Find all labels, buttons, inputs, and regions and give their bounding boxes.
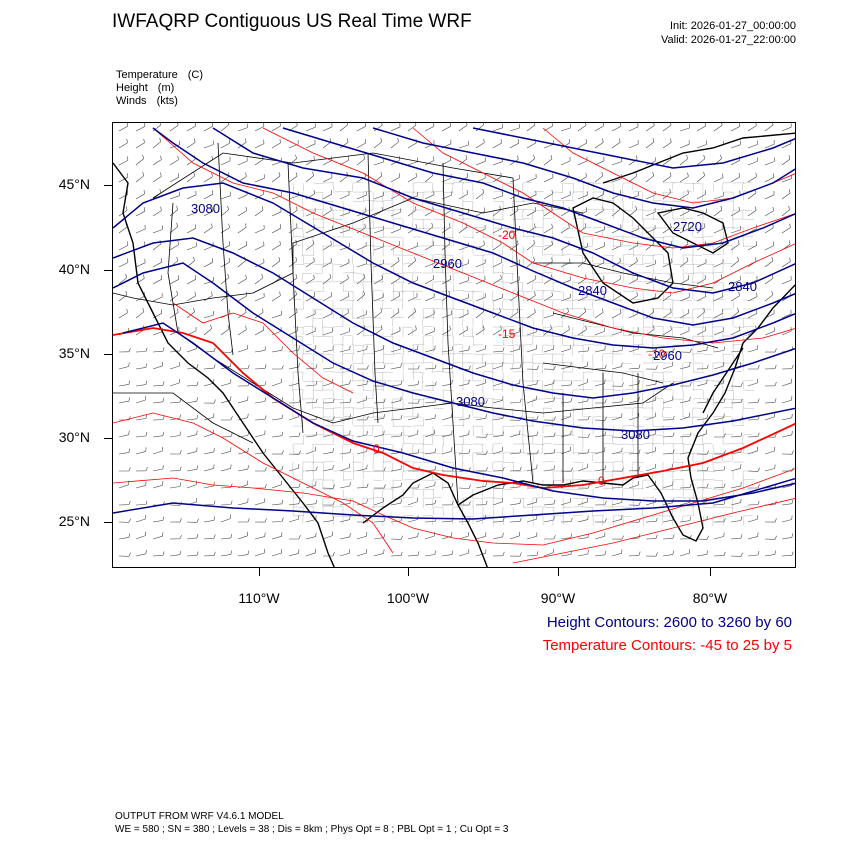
lon-tick <box>259 568 260 576</box>
lat-label: 40°N <box>58 261 90 277</box>
county-boundaries <box>291 181 755 527</box>
height-label: 2960 <box>433 256 462 271</box>
field-height: Height (m) <box>116 82 174 94</box>
field-name: Height <box>116 82 148 94</box>
model-info: OUTPUT FROM WRF V4.6.1 MODEL <box>115 811 284 822</box>
init-time: Init: 2026-01-27_00:00:00 <box>670 20 796 32</box>
height-label: 2960 <box>653 348 682 363</box>
model-settings: WE = 580 ; SN = 380 ; Levels = 38 ; Dis … <box>115 824 509 835</box>
contour-labels: 3080 2960 2720 2840 2840 2960 3080 3080 … <box>191 201 757 488</box>
lat-tick <box>104 185 112 186</box>
temperature-label: -15 <box>498 327 516 341</box>
map-title: IWFAQRP Contiguous US Real Time WRF <box>112 11 472 32</box>
lon-label: 100°W <box>386 590 430 606</box>
coastline <box>113 132 795 567</box>
field-unit: (C) <box>187 69 204 81</box>
lat-label: 35°N <box>58 345 90 361</box>
temperature-label: -10 <box>648 347 666 361</box>
lat-label: 45°N <box>58 176 90 192</box>
height-legend: Height Contours: 2600 to 3260 by 60 <box>546 614 792 631</box>
lat-tick <box>104 438 112 439</box>
lon-tick <box>710 568 711 576</box>
field-temperature: Temperature (C) <box>116 69 203 81</box>
temperature-contours <box>113 127 795 564</box>
lat-label: 25°N <box>58 513 90 529</box>
lat-tick <box>104 270 112 271</box>
field-winds: Winds (kts) <box>116 95 178 107</box>
field-name: Winds <box>116 95 147 107</box>
map-panel: 3080 2960 2720 2840 2840 2960 3080 3080 … <box>112 122 796 568</box>
temperature-legend: Temperature Contours: -45 to 25 by 5 <box>542 637 792 654</box>
lat-label: 30°N <box>58 429 90 445</box>
temperature-label: -20 <box>498 228 516 242</box>
field-name: Temperature <box>116 69 178 81</box>
lon-label: 80°W <box>692 590 728 606</box>
lon-tick <box>558 568 559 576</box>
field-unit: (kts) <box>156 95 178 107</box>
lon-label: 90°W <box>540 590 576 606</box>
county-grid <box>291 181 755 527</box>
height-label: 2720 <box>673 219 702 234</box>
valid-time: Valid: 2026-01-27_22:00:00 <box>661 34 796 46</box>
temperature-label: 0 <box>598 474 605 488</box>
height-label: 2840 <box>578 283 607 298</box>
height-label: 2840 <box>728 279 757 294</box>
height-label: 3080 <box>621 427 650 442</box>
lon-label: 110°W <box>238 590 280 606</box>
field-unit: (m) <box>157 82 175 94</box>
height-label: 3080 <box>456 394 485 409</box>
height-contours <box>113 127 795 520</box>
lat-tick <box>104 354 112 355</box>
temperature-label: 0 <box>373 442 380 456</box>
lat-tick <box>104 522 112 523</box>
height-label: 3080 <box>191 201 220 216</box>
lon-tick <box>408 568 409 576</box>
weather-map: 3080 2960 2720 2840 2840 2960 3080 3080 … <box>113 123 795 567</box>
